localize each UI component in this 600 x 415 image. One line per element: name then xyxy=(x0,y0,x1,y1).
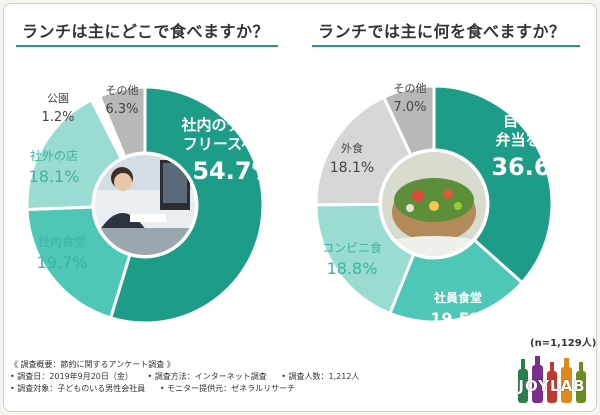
logo-text: JOYLAB xyxy=(518,377,586,395)
chart1-label-2: 社外の店 18.1% xyxy=(29,148,80,186)
survey-summary: 《 調査概要：節約に関するアンケート調査 》 • 調査日：2019年9月20日（… xyxy=(10,359,480,395)
salad-bowl-photo xyxy=(382,152,486,256)
chart2-label-4: その他 7.0% xyxy=(393,82,426,115)
chart2-title-underline xyxy=(312,45,580,47)
chart1-label-4: その他 6.3% xyxy=(105,84,138,117)
chart1-title: ランチは主にどこで食べますか？ xyxy=(22,22,270,41)
survey-count: • 調査人数：1,212人 xyxy=(281,372,360,381)
chart1-slice-2 xyxy=(25,97,124,212)
survey-method: • 調査方法：インターネット調査 xyxy=(147,372,267,381)
chart2-label-0: 自宅から弁当を持参 36.6% xyxy=(491,112,574,181)
chart2-label-1: 社員食堂 19.5% xyxy=(430,290,486,328)
chart1-title-underline xyxy=(16,45,278,47)
chart2-labels: 自宅から弁当を持参 36.6% 社員食堂 19.5% コンビニ食 18.8% 外食 18.1%… xyxy=(322,82,575,328)
chart2-slice-2 xyxy=(314,202,416,316)
chart2-slice-0 xyxy=(432,84,554,285)
survey-heading: 《 調査概要：節約に関するアンケート調査 》 xyxy=(10,360,175,369)
chart1-label-0: 社内のデスクやフリースペース 54.7% xyxy=(180,116,286,185)
chart2-label-2: コンビニ食 18.8% xyxy=(322,240,382,278)
chart1-label-3: 公園 1.2% xyxy=(41,92,74,125)
chart2-label-3: 外食 18.1% xyxy=(330,141,374,176)
chart1-slice-4 xyxy=(97,85,147,159)
chart2-donut xyxy=(314,84,554,324)
chart1-slice-1 xyxy=(25,205,132,320)
chart1-labels: 社内のデスクやフリースペース 54.7% 社内食堂 19.7% 社外の店 18.1% 公園 1… xyxy=(29,84,287,272)
survey-target: • 調査対象：子どものいる男性会社員 xyxy=(10,384,146,393)
chart2-title: ランチでは主に何を食べますか？ xyxy=(318,22,566,41)
joylab-logo: JOYLAB xyxy=(512,355,592,405)
survey-date: • 調査日：2019年9月20日（金） xyxy=(10,372,133,381)
chart1-slice-0 xyxy=(108,85,265,325)
sample-size-note: (n=1,129人) xyxy=(530,338,597,349)
chart2-slice-4 xyxy=(381,84,436,158)
chart2-slice-1 xyxy=(387,237,525,324)
chart1-donut xyxy=(25,85,265,325)
chart1-label-1: 社内食堂 19.7% xyxy=(37,234,88,272)
survey-provider: • モニター提供元：ゼネラルリサーチ xyxy=(159,384,296,393)
